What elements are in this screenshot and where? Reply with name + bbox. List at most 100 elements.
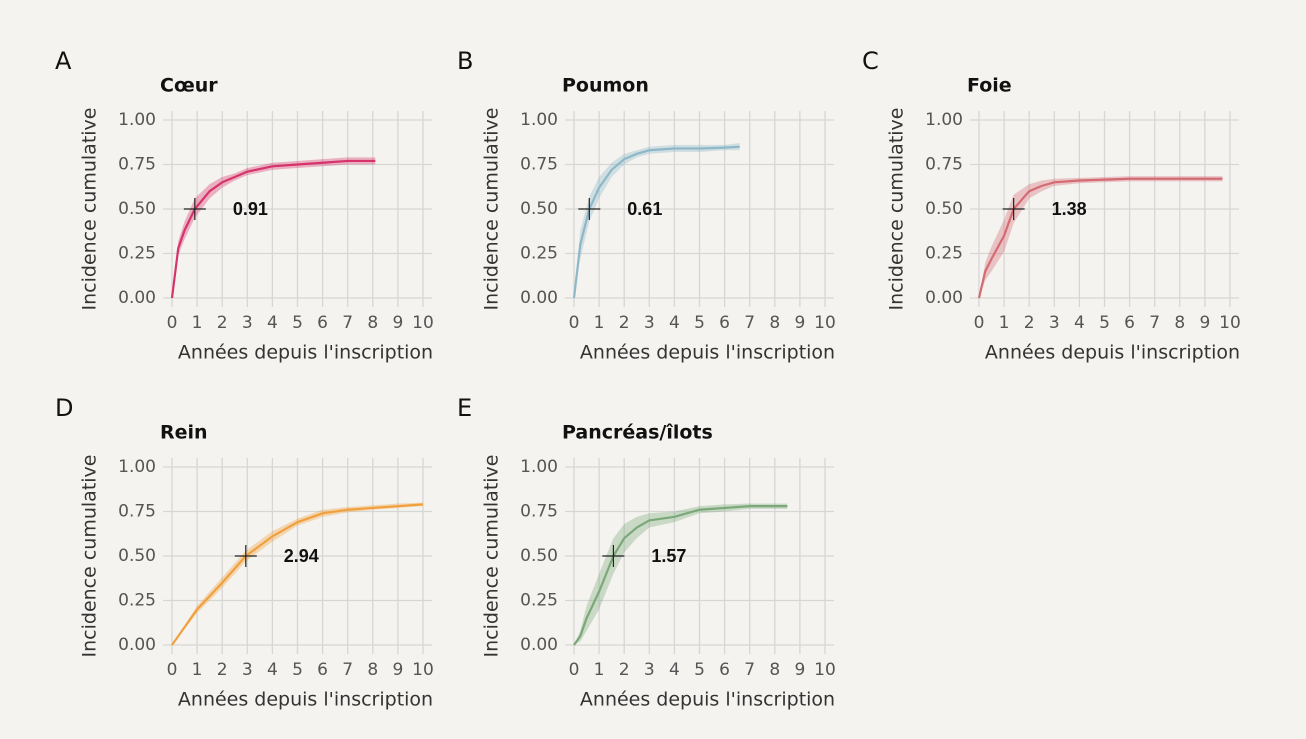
x-axis-label: Années depuis l'inscription	[580, 689, 835, 711]
median-label: 0.61	[627, 199, 662, 219]
panel-letter: D	[55, 394, 73, 422]
x-tick-label: 7	[744, 660, 755, 680]
x-tick-label: 1	[192, 660, 203, 680]
x-tick-label: 2	[217, 660, 228, 680]
x-tick-label: 3	[644, 660, 655, 680]
median-label: 0.91	[233, 199, 268, 219]
x-tick-label: 1	[594, 313, 605, 333]
x-tick-label: 9	[794, 313, 805, 333]
y-tick-label: 1.00	[118, 457, 156, 477]
confidence-band	[574, 503, 788, 645]
incidence-line	[572, 145, 740, 299]
x-tick-label: 2	[217, 313, 228, 333]
y-tick-label: 0.00	[118, 288, 156, 308]
y-tick-label: 0.50	[520, 546, 558, 566]
y-tick-label: 0.00	[118, 635, 156, 655]
median-cross	[1002, 198, 1025, 220]
y-tick-label: 0.50	[118, 546, 156, 566]
x-tick-label: 0	[974, 313, 985, 333]
x-tick-label: 6	[719, 660, 730, 680]
median-label: 2.94	[284, 546, 319, 566]
y-tick-label: 0.25	[118, 591, 156, 611]
y-tick-label: 1.00	[520, 457, 558, 477]
panel-title: Poumon	[562, 75, 649, 97]
y-tick-label: 1.00	[925, 110, 963, 130]
y-tick-label: 0.75	[118, 155, 156, 175]
x-tick-label: 9	[1199, 313, 1210, 333]
x-axis-label: Années depuis l'inscription	[580, 342, 835, 364]
x-axis-label: Années depuis l'inscription	[985, 342, 1240, 364]
y-tick-label: 1.00	[520, 110, 558, 130]
x-axis-label: Années depuis l'inscription	[178, 342, 433, 364]
confidence-band	[979, 176, 1223, 298]
y-tick-label: 0.75	[520, 155, 558, 175]
median-cross	[183, 198, 206, 220]
x-tick-label: 5	[292, 660, 303, 680]
median-label: 1.38	[1052, 199, 1087, 219]
panel-letter: C	[862, 47, 879, 75]
x-tick-label: 8	[367, 660, 378, 680]
x-tick-label: 9	[794, 660, 805, 680]
x-tick-label: 8	[769, 660, 780, 680]
y-tick-label: 0.25	[118, 244, 156, 264]
panel: 0.00 0.25 0.50 0.75 1.00 0 1 2 3 4 5 6 7 8 9 10 B Poumon A…	[457, 47, 836, 364]
median-cross	[234, 545, 257, 567]
x-tick-label: 4	[669, 660, 680, 680]
incidence-line	[171, 503, 424, 646]
x-tick-label: 5	[292, 313, 303, 333]
y-tick-label: 0.00	[520, 288, 558, 308]
x-tick-label: 5	[694, 660, 705, 680]
y-axis-label: Incidence cumulative	[481, 108, 503, 311]
y-tick-label: 0.50	[118, 199, 156, 219]
y-axis-label: Incidence cumulative	[79, 455, 101, 658]
panel: 0.00 0.25 0.50 0.75 1.00 0 1 2 3 4 5 6 7 8 9 10 E Pancréa…	[457, 394, 836, 711]
x-tick-label: 4	[669, 313, 680, 333]
x-tick-label: 2	[1024, 313, 1035, 333]
y-tick-label: 1.00	[118, 110, 156, 130]
y-axis-label: Incidence cumulative	[481, 455, 503, 658]
panel-letter: A	[55, 47, 72, 75]
incidence-line	[573, 505, 788, 646]
x-tick-label: 0	[569, 313, 580, 333]
x-tick-label: 3	[1049, 313, 1060, 333]
x-tick-label: 7	[744, 313, 755, 333]
x-tick-label: 1	[999, 313, 1010, 333]
panel-letter: B	[457, 47, 473, 75]
y-tick-label: 0.50	[520, 199, 558, 219]
x-tick-label: 10	[412, 660, 434, 680]
x-tick-label: 7	[342, 313, 353, 333]
x-tick-label: 10	[814, 660, 836, 680]
x-tick-label: 8	[1174, 313, 1185, 333]
x-tick-label: 1	[192, 313, 203, 333]
x-tick-label: 4	[267, 313, 278, 333]
x-tick-label: 2	[619, 313, 630, 333]
x-tick-label: 3	[644, 313, 655, 333]
x-tick-label: 1	[594, 660, 605, 680]
x-tick-label: 8	[367, 313, 378, 333]
x-tick-label: 5	[694, 313, 705, 333]
panel: 0.00 0.25 0.50 0.75 1.00 0 1 2 3 4 5 6 7 8 9 10 D Rein Ann…	[55, 394, 434, 711]
y-tick-label: 0.50	[925, 199, 963, 219]
y-tick-label: 0.00	[520, 635, 558, 655]
x-tick-label: 10	[412, 313, 434, 333]
x-tick-label: 5	[1099, 313, 1110, 333]
x-tick-label: 6	[719, 313, 730, 333]
x-tick-label: 10	[1219, 313, 1241, 333]
panel-title: Rein	[160, 422, 208, 444]
confidence-band	[172, 157, 376, 298]
y-tick-label: 0.75	[118, 502, 156, 522]
y-tick-label: 0.75	[925, 155, 963, 175]
y-tick-label: 0.75	[520, 502, 558, 522]
panel-title: Foie	[967, 75, 1012, 97]
panel-title: Cœur	[160, 75, 218, 97]
median-cross	[578, 198, 601, 220]
x-tick-label: 7	[1149, 313, 1160, 333]
y-axis-label: Incidence cumulative	[886, 108, 908, 311]
median-label: 1.57	[651, 546, 686, 566]
x-tick-label: 6	[317, 313, 328, 333]
x-tick-label: 2	[619, 660, 630, 680]
panel-title: Pancréas/îlots	[562, 422, 713, 444]
x-tick-label: 6	[1124, 313, 1135, 333]
x-axis-label: Années depuis l'inscription	[178, 689, 433, 711]
